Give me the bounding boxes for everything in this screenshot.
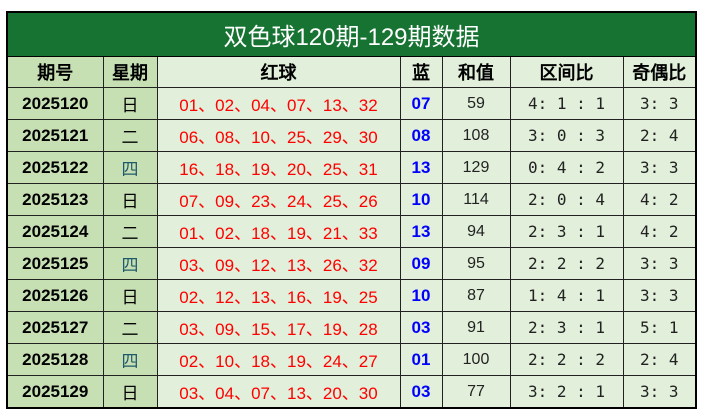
sum-cell: 59 bbox=[441, 87, 511, 120]
table-title: 双色球120期-129期数据 bbox=[6, 11, 697, 57]
blue-ball-cell: 10 bbox=[399, 279, 443, 312]
weekday-cell: 日 bbox=[102, 87, 158, 120]
table-row: 2025123 日 07、09、23、24、25、26 10 114 2: 0 : 4 4:… bbox=[6, 183, 697, 216]
sum-cell: 114 bbox=[441, 183, 511, 216]
red-balls-cell: 03、09、12、13、26、32 bbox=[156, 247, 401, 280]
table-row: 2025120 日 01、02、04、07、13、32 07 59 4: 1 : 1 3: … bbox=[6, 87, 697, 120]
issue-cell: 2025122 bbox=[6, 151, 104, 184]
table-row: 2025127 二 03、09、15、17、19、28 03 91 2: 3 : 1 5: … bbox=[6, 311, 697, 344]
blue-ball-cell: 13 bbox=[399, 151, 443, 184]
blue-ball-cell: 03 bbox=[399, 375, 443, 409]
red-balls-cell: 02、12、13、16、19、25 bbox=[156, 279, 401, 312]
issue-cell: 2025125 bbox=[6, 247, 104, 280]
red-balls-cell: 16、18、19、20、25、31 bbox=[156, 151, 401, 184]
issue-cell: 2025120 bbox=[6, 87, 104, 120]
issue-cell: 2025129 bbox=[6, 375, 104, 409]
header-red: 红球 bbox=[156, 56, 401, 88]
table-row: 2025122 四 16、18、19、20、25、31 13 129 0: 4 : 2 3:… bbox=[6, 151, 697, 184]
table-row: 2025121 二 06、08、10、25、29、30 08 108 3: 0 : 3 2:… bbox=[6, 119, 697, 152]
red-balls-cell: 06、08、10、25、29、30 bbox=[156, 119, 401, 152]
weekday-cell: 四 bbox=[102, 247, 158, 280]
issue-cell: 2025126 bbox=[6, 279, 104, 312]
issue-cell: 2025124 bbox=[6, 215, 104, 248]
red-balls-cell: 01、02、04、07、13、32 bbox=[156, 87, 401, 120]
weekday-cell: 四 bbox=[102, 343, 158, 376]
issue-cell: 2025121 bbox=[6, 119, 104, 152]
issue-cell: 2025127 bbox=[6, 311, 104, 344]
blue-ball-cell: 09 bbox=[399, 247, 443, 280]
weekday-cell: 四 bbox=[102, 151, 158, 184]
blue-ball-cell: 08 bbox=[399, 119, 443, 152]
parity-ratio-cell: 3: 3 bbox=[622, 87, 697, 120]
table-row: 2025125 四 03、09、12、13、26、32 09 95 2: 2 : 2 3: … bbox=[6, 247, 697, 280]
zone-ratio-cell: 2: 3 : 1 bbox=[509, 215, 624, 248]
parity-ratio-cell: 2: 4 bbox=[622, 343, 697, 376]
parity-ratio-cell: 2: 4 bbox=[622, 119, 697, 152]
red-balls-cell: 01、02、18、19、21、33 bbox=[156, 215, 401, 248]
issue-cell: 2025123 bbox=[6, 183, 104, 216]
parity-ratio-cell: 3: 3 bbox=[622, 279, 697, 312]
sum-cell: 87 bbox=[441, 279, 511, 312]
sum-cell: 91 bbox=[441, 311, 511, 344]
zone-ratio-cell: 2: 3 : 1 bbox=[509, 311, 624, 344]
table-row: 2025124 二 01、02、18、19、21、33 13 94 2: 3 : 1 4: … bbox=[6, 215, 697, 248]
table-row: 2025129 日 03、04、07、13、20、30 03 77 3: 2 : 1 3: … bbox=[6, 375, 697, 409]
zone-ratio-cell: 2: 2 : 2 bbox=[509, 247, 624, 280]
header-row: 期号 星期 红球 蓝 和值 区间比 奇偶比 bbox=[6, 56, 697, 88]
blue-ball-cell: 10 bbox=[399, 183, 443, 216]
sum-cell: 94 bbox=[441, 215, 511, 248]
lottery-table: 双色球120期-129期数据 期号 星期 红球 蓝 和值 区间比 奇偶比 202… bbox=[6, 11, 697, 409]
weekday-cell: 二 bbox=[102, 119, 158, 152]
header-zone: 区间比 bbox=[509, 56, 624, 88]
blue-ball-cell: 07 bbox=[399, 87, 443, 120]
table-row: 2025128 四 02、10、18、19、24、27 01 100 2: 2 : 2 2:… bbox=[6, 343, 697, 376]
header-sum: 和值 bbox=[441, 56, 511, 88]
red-balls-cell: 07、09、23、24、25、26 bbox=[156, 183, 401, 216]
table-row: 2025126 日 02、12、13、16、19、25 10 87 1: 4 : 1 3: … bbox=[6, 279, 697, 312]
parity-ratio-cell: 3: 3 bbox=[622, 375, 697, 409]
weekday-cell: 二 bbox=[102, 215, 158, 248]
issue-cell: 2025128 bbox=[6, 343, 104, 376]
red-balls-cell: 02、10、18、19、24、27 bbox=[156, 343, 401, 376]
blue-ball-cell: 01 bbox=[399, 343, 443, 376]
blue-ball-cell: 03 bbox=[399, 311, 443, 344]
header-blue: 蓝 bbox=[399, 56, 443, 88]
zone-ratio-cell: 3: 2 : 1 bbox=[509, 375, 624, 409]
zone-ratio-cell: 1: 4 : 1 bbox=[509, 279, 624, 312]
zone-ratio-cell: 2: 0 : 4 bbox=[509, 183, 624, 216]
zone-ratio-cell: 0: 4 : 2 bbox=[509, 151, 624, 184]
red-balls-cell: 03、04、07、13、20、30 bbox=[156, 375, 401, 409]
sum-cell: 77 bbox=[441, 375, 511, 409]
sum-cell: 95 bbox=[441, 247, 511, 280]
sum-cell: 129 bbox=[441, 151, 511, 184]
zone-ratio-cell: 3: 0 : 3 bbox=[509, 119, 624, 152]
zone-ratio-cell: 4: 1 : 1 bbox=[509, 87, 624, 120]
sum-cell: 108 bbox=[441, 119, 511, 152]
parity-ratio-cell: 3: 3 bbox=[622, 247, 697, 280]
weekday-cell: 日 bbox=[102, 375, 158, 409]
header-weekday: 星期 bbox=[102, 56, 158, 88]
red-balls-cell: 03、09、15、17、19、28 bbox=[156, 311, 401, 344]
zone-ratio-cell: 2: 2 : 2 bbox=[509, 343, 624, 376]
parity-ratio-cell: 4: 2 bbox=[622, 183, 697, 216]
parity-ratio-cell: 5: 1 bbox=[622, 311, 697, 344]
parity-ratio-cell: 4: 2 bbox=[622, 215, 697, 248]
weekday-cell: 日 bbox=[102, 183, 158, 216]
blue-ball-cell: 13 bbox=[399, 215, 443, 248]
weekday-cell: 日 bbox=[102, 279, 158, 312]
header-parity: 奇偶比 bbox=[622, 56, 697, 88]
parity-ratio-cell: 3: 3 bbox=[622, 151, 697, 184]
weekday-cell: 二 bbox=[102, 311, 158, 344]
sum-cell: 100 bbox=[441, 343, 511, 376]
header-issue: 期号 bbox=[6, 56, 104, 88]
